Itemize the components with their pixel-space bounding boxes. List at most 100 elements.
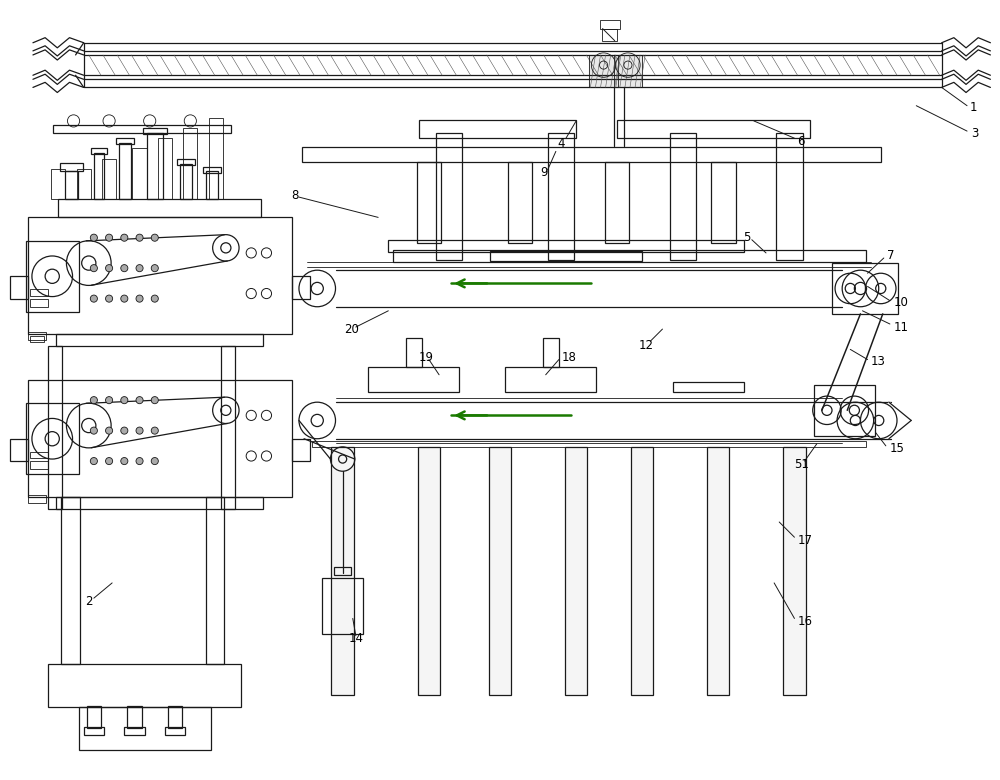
Circle shape (90, 427, 97, 434)
Bar (177, 158, 195, 165)
Bar (334, 567, 351, 575)
Bar (30, 336, 44, 342)
Circle shape (121, 396, 128, 404)
Bar (102, 158, 116, 199)
Circle shape (136, 264, 143, 271)
Circle shape (151, 295, 158, 302)
Text: 17: 17 (797, 534, 812, 547)
Bar (28, 495, 46, 502)
Bar (418, 447, 440, 695)
Bar (292, 438, 310, 461)
Bar (168, 706, 182, 728)
Circle shape (90, 264, 97, 271)
Bar (84, 727, 104, 736)
Bar (417, 161, 441, 243)
Bar (388, 239, 744, 252)
Bar (61, 497, 80, 664)
Bar (302, 147, 881, 161)
Bar (631, 447, 653, 695)
Circle shape (121, 234, 128, 241)
Circle shape (106, 396, 113, 404)
Circle shape (136, 427, 143, 434)
Text: 13: 13 (871, 355, 885, 368)
Bar (565, 447, 587, 695)
Bar (30, 299, 48, 307)
Text: 20: 20 (344, 323, 359, 335)
Bar (91, 148, 107, 154)
Bar (26, 241, 79, 312)
Circle shape (90, 396, 97, 404)
Circle shape (151, 396, 158, 404)
Bar (670, 133, 696, 260)
Text: 4: 4 (557, 136, 565, 150)
Bar (783, 447, 806, 695)
Text: 1: 1 (970, 101, 978, 114)
Bar (48, 664, 241, 707)
Circle shape (106, 458, 113, 465)
Circle shape (121, 458, 128, 465)
Circle shape (151, 264, 158, 271)
Bar (77, 168, 91, 199)
Bar (183, 128, 197, 199)
Circle shape (151, 427, 158, 434)
Bar (206, 171, 218, 199)
Bar (331, 447, 354, 695)
Circle shape (90, 458, 97, 465)
Bar (221, 346, 235, 509)
Text: 10: 10 (894, 296, 909, 309)
Bar (776, 133, 803, 260)
Circle shape (151, 234, 158, 241)
Circle shape (121, 264, 128, 271)
Bar (209, 118, 223, 199)
Circle shape (121, 295, 128, 302)
Bar (158, 138, 172, 199)
Circle shape (106, 264, 113, 271)
Bar (28, 332, 46, 340)
Bar (322, 578, 363, 633)
Circle shape (106, 427, 113, 434)
Bar (589, 55, 618, 87)
Bar (56, 334, 263, 346)
Bar (79, 707, 211, 750)
Text: 11: 11 (894, 321, 909, 334)
Bar (48, 346, 62, 509)
Bar (94, 154, 104, 199)
Bar (60, 162, 83, 171)
Bar (127, 706, 142, 728)
Bar (30, 461, 48, 470)
Bar (505, 367, 596, 392)
Text: 3: 3 (971, 126, 978, 140)
Text: 6: 6 (797, 135, 805, 147)
Bar (614, 55, 642, 87)
Text: 16: 16 (797, 615, 812, 628)
Circle shape (136, 234, 143, 241)
Bar (10, 276, 28, 299)
Bar (711, 161, 736, 243)
Circle shape (136, 295, 143, 302)
Bar (832, 263, 898, 314)
Bar (119, 144, 131, 199)
Circle shape (151, 458, 158, 465)
Bar (87, 706, 101, 728)
Text: 8: 8 (291, 189, 299, 201)
Bar (165, 727, 185, 736)
Bar (548, 133, 574, 260)
Bar (26, 403, 79, 474)
Circle shape (121, 427, 128, 434)
Bar (28, 380, 292, 497)
Bar (180, 164, 192, 199)
Circle shape (106, 234, 113, 241)
Circle shape (90, 295, 97, 302)
Bar (707, 447, 729, 695)
Text: 14: 14 (348, 633, 363, 645)
Bar (58, 199, 261, 218)
Bar (143, 128, 167, 134)
Bar (600, 20, 620, 29)
Text: 2: 2 (85, 594, 93, 608)
Bar (436, 133, 462, 260)
Polygon shape (889, 402, 911, 438)
Bar (602, 29, 617, 41)
Text: 15: 15 (890, 442, 905, 456)
Circle shape (136, 396, 143, 404)
Bar (203, 167, 221, 172)
